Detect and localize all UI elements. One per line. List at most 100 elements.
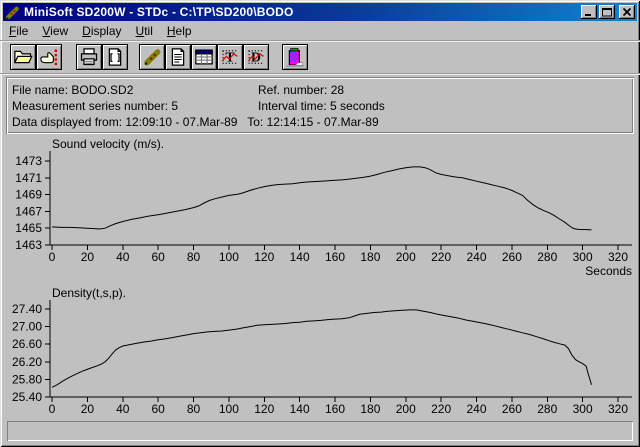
x-tick-label: 240 <box>466 402 486 416</box>
ref-number-text: Ref. number: 28 <box>258 83 345 97</box>
menu-bar: File View Display Util Help <box>0 22 640 40</box>
close-icon <box>622 7 632 17</box>
x-tick-label: 100 <box>219 402 239 416</box>
d-plot-icon: D <box>248 49 264 64</box>
view-text-button[interactable] <box>165 44 191 70</box>
x-tick-label: 140 <box>290 402 310 416</box>
y-tick-label: 27.40 <box>12 302 42 316</box>
svg-text:D: D <box>251 49 261 64</box>
status-bar <box>7 421 633 441</box>
temperature-plot-button[interactable]: T <box>217 44 243 70</box>
x-tick-label: 220 <box>431 402 451 416</box>
app-pen-icon <box>5 5 20 20</box>
x-tick-label: 80 <box>187 250 201 264</box>
x-unit-label: Seconds <box>585 264 632 278</box>
open-file-button[interactable] <box>10 44 36 70</box>
x-tick-label: 180 <box>360 250 380 264</box>
x-tick-label: 40 <box>116 402 130 416</box>
pointing-hand-icon <box>40 49 58 66</box>
chart-title: Density(t,s,p). <box>52 286 126 300</box>
x-tick-label: 0 <box>49 402 56 416</box>
svg-text:T: T <box>225 49 234 64</box>
file-name-text: File name: BODO.SD2 <box>12 83 134 97</box>
interval-time-text: Interval time: 5 seconds <box>258 99 385 113</box>
instrument-button[interactable] <box>282 44 308 70</box>
maximize-button[interactable] <box>599 5 615 19</box>
menu-divider <box>0 40 640 42</box>
page-setup-button[interactable] <box>102 44 128 70</box>
menu-item-view[interactable]: View <box>42 24 69 38</box>
info-panel: File name: BODO.SD2 Ref. number: 28 Meas… <box>6 77 634 134</box>
info-row: Data displayed from: 12:09:10 - 07.Mar-8… <box>12 115 634 131</box>
menu-item-display[interactable]: Display <box>82 24 122 38</box>
x-tick-label: 20 <box>81 402 95 416</box>
x-tick-label: 80 <box>187 402 201 416</box>
minimize-button[interactable] <box>581 5 597 19</box>
x-tick-label: 320 <box>608 402 628 416</box>
x-tick-label: 140 <box>290 250 310 264</box>
printer-icon <box>80 48 98 66</box>
x-tick-label: 100 <box>219 250 239 264</box>
x-tick-label: 0 <box>49 250 56 264</box>
titlebar: MiniSoft SD200W - STDc - C:\TP\SD200\BOD… <box>3 3 637 21</box>
minimize-icon <box>585 14 591 16</box>
x-tick-label: 200 <box>396 250 416 264</box>
info-row: File name: BODO.SD2 Ref. number: 28 <box>12 83 634 99</box>
window-controls <box>581 5 635 19</box>
document-icon <box>108 48 122 66</box>
view-table-button[interactable] <box>191 44 217 70</box>
table-icon <box>195 49 213 65</box>
x-tick-label: 220 <box>431 250 451 264</box>
window-title: MiniSoft SD200W - STDc - C:\TP\SD200\BOD… <box>24 5 294 19</box>
pen-icon <box>144 49 161 66</box>
t-plot-icon: T <box>222 49 238 64</box>
menu-item-help[interactable]: Help <box>166 24 192 38</box>
x-tick-label: 280 <box>537 402 557 416</box>
x-tick-label: 200 <box>396 402 416 416</box>
y-tick-label: 1471 <box>15 171 42 185</box>
x-tick-label: 60 <box>151 402 165 416</box>
y-tick-label: 1469 <box>15 188 42 202</box>
y-tick-label: 25.80 <box>12 372 42 386</box>
pen-tool-button[interactable] <box>139 44 165 70</box>
x-tick-label: 260 <box>502 402 522 416</box>
y-tick-label: 1473 <box>15 154 42 168</box>
y-tick-label: 26.60 <box>12 337 42 351</box>
x-tick-label: 280 <box>537 250 557 264</box>
x-tick-label: 240 <box>466 250 486 264</box>
probe-icon <box>286 47 304 67</box>
select-series-button[interactable] <box>36 44 62 70</box>
x-tick-label: 180 <box>360 402 380 416</box>
y-tick-label: 27.00 <box>12 320 42 334</box>
print-button[interactable] <box>76 44 102 70</box>
x-tick-label: 60 <box>151 250 165 264</box>
close-button[interactable] <box>619 5 635 19</box>
y-tick-label: 1463 <box>15 238 42 252</box>
x-tick-label: 160 <box>325 402 345 416</box>
density-plot-button[interactable]: D <box>243 44 269 70</box>
data-series-line <box>51 166 592 231</box>
data-displayed-text: Data displayed from: 12:09:10 - 07.Mar-8… <box>12 115 379 129</box>
y-tick-label: 26.20 <box>12 355 42 369</box>
y-tick-label: 1465 <box>15 221 42 235</box>
y-tick-label: 1467 <box>15 204 42 218</box>
text-document-icon <box>171 48 185 66</box>
sound-velocity-chart: 1463 1465 1467 1469 1471 1473 0 20 40 60 80 100 120 1… <box>15 137 632 278</box>
toolbar: T D <box>0 44 640 72</box>
menu-item-file[interactable]: File <box>9 24 29 38</box>
x-tick-label: 40 <box>116 250 130 264</box>
x-tick-label: 300 <box>573 402 593 416</box>
y-tick-label: 25.40 <box>12 390 42 404</box>
series-number-text: Measurement series number: 5 <box>12 99 179 113</box>
open-folder-icon <box>13 50 33 64</box>
info-row: Measurement series number: 5 Interval ti… <box>12 99 634 115</box>
data-series-line <box>51 309 592 388</box>
menu-item-util[interactable]: Util <box>135 24 153 38</box>
chart-title: Sound velocity (m/s). <box>52 137 164 151</box>
x-tick-label: 20 <box>81 250 95 264</box>
x-tick-label: 160 <box>325 250 345 264</box>
x-tick-label: 120 <box>254 402 274 416</box>
x-tick-label: 260 <box>502 250 522 264</box>
x-tick-label: 320 <box>608 250 628 264</box>
